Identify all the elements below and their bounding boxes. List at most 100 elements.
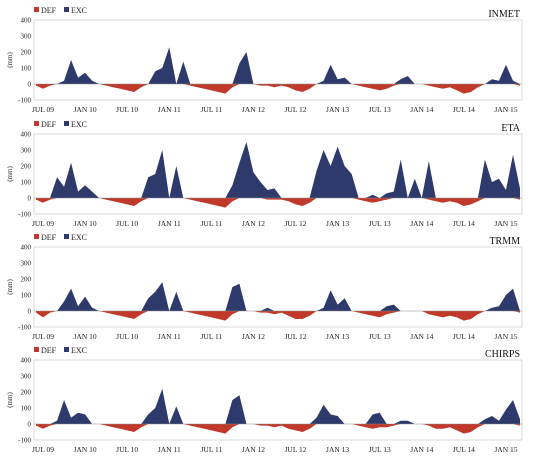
panel-title: INMET [488,9,520,20]
x-tick-label: JUL 09 [32,445,54,454]
series-area-def [36,424,520,434]
x-tick-label: JUL 14 [453,332,475,341]
x-tick-label: JUL 13 [369,219,391,228]
y-tick-label: 100 [21,65,32,73]
legend-swatch-def [34,234,39,239]
x-tick-label: JUL 10 [116,332,138,341]
series-area-def [36,311,520,321]
y-tick-label: 100 [21,179,32,187]
y-tick-label: 400 [21,244,32,252]
x-tick-label: JUL 12 [285,105,307,114]
x-tick-label: JAN 15 [494,332,517,341]
x-tick-label: JAN 11 [158,445,181,454]
x-tick-label: JAN 15 [494,445,517,454]
series-area-exc [36,47,520,84]
x-tick-label: JUL 14 [453,219,475,228]
x-tick-label: JAN 14 [410,105,433,114]
x-tick-label: JAN 13 [326,105,349,114]
legend-label-exc: EXC [71,233,87,242]
x-tick-label: JUL 09 [32,332,54,341]
y-tick-label: -100 [18,97,31,105]
series-area-exc [36,142,520,198]
y-tick-label: 400 [21,17,32,25]
legend-swatch-exc [64,121,69,126]
legend-label-def: DEF [41,120,57,129]
x-tick-label: JUL 13 [369,332,391,341]
x-tick-label: JUL 11 [200,332,222,341]
x-tick-label: JAN 12 [242,219,265,228]
panel-title: TRMM [489,236,520,247]
legend-swatch-exc [64,234,69,239]
x-tick-label: JUL 09 [32,105,54,114]
x-tick-label: JAN 13 [326,445,349,454]
x-tick-label: JAN 14 [410,445,433,454]
y-tick-label: 200 [21,163,32,171]
x-tick-label: JUL 12 [285,332,307,341]
chart-panel-trmm: DEF EXC TRMM -100 0 100 200 300 400 (mm) JUL 09 JAN… [6,233,523,341]
y-tick-label: 0 [28,81,32,89]
x-tick-label: JAN 12 [242,332,265,341]
y-tick-label: -100 [18,437,31,445]
series-area-exc [36,388,520,424]
x-tick-label: JAN 10 [74,332,97,341]
x-tick-label: JUL 11 [200,105,222,114]
chart-panel-chirps: DEF EXC CHIRPS -100 0 100 200 300 400 (mm) JUL 09 J… [6,346,523,454]
panel-title: CHIRPS [485,349,520,360]
y-tick-label: -100 [18,211,31,219]
y-tick-label: 200 [21,389,32,397]
x-tick-label: JUL 13 [369,105,391,114]
x-tick-label: JAN 14 [410,219,433,228]
legend-label-exc: EXC [71,6,87,15]
legend-label-exc: EXC [71,346,87,355]
legend-swatch-exc [64,7,69,12]
y-tick-label: 300 [21,260,32,268]
x-tick-label: JAN 13 [326,219,349,228]
x-tick-label: JAN 13 [326,332,349,341]
y-tick-label: 0 [28,195,32,203]
y-tick-label: 300 [21,147,32,155]
series-area-exc [36,282,520,311]
y-axis-label: (mm) [6,52,14,68]
legend-label-exc: EXC [71,120,87,129]
legend-label-def: DEF [41,6,57,15]
legend-swatch-exc [64,347,69,352]
y-tick-label: 0 [28,421,32,429]
x-tick-label: JUL 11 [200,219,222,228]
x-tick-label: JAN 15 [494,105,517,114]
x-tick-label: JUL 14 [453,445,475,454]
y-tick-label: -100 [18,324,31,332]
y-tick-label: 300 [21,33,32,41]
x-tick-label: JUL 10 [116,445,138,454]
y-axis-label: (mm) [6,392,14,408]
x-tick-label: JAN 11 [158,105,181,114]
x-tick-label: JAN 10 [74,105,97,114]
x-tick-label: JAN 11 [158,332,181,341]
x-tick-label: JUL 10 [116,219,138,228]
y-tick-label: 200 [21,49,32,57]
legend-swatch-def [34,347,39,352]
y-tick-label: 200 [21,276,32,284]
y-axis-label: (mm) [6,279,14,295]
x-tick-label: JAN 14 [410,332,433,341]
x-tick-label: JAN 10 [74,219,97,228]
x-tick-label: JUL 09 [32,219,54,228]
series-area-def [36,84,520,94]
y-tick-label: 0 [28,308,32,316]
x-tick-label: JUL 13 [369,445,391,454]
legend-swatch-def [34,121,39,126]
plot-frame [33,19,523,101]
x-tick-label: JAN 12 [242,105,265,114]
chart-panel-inmet: DEF EXC INMET -100 0 100 200 300 400 (mm) JUL 09 JA… [6,6,523,114]
y-tick-label: 400 [21,131,32,139]
legend-label-def: DEF [41,346,57,355]
y-tick-label: 100 [21,292,32,300]
series-area-def [36,198,520,208]
x-tick-label: JAN 11 [158,219,181,228]
x-tick-label: JAN 10 [74,445,97,454]
x-tick-label: JAN 15 [494,219,517,228]
y-tick-label: 300 [21,373,32,381]
y-axis-label: (mm) [6,166,14,182]
plot-frame [33,246,523,328]
chart-panel-eta: DEF EXC ETA -100 0 100 200 300 400 (mm) JUL 09 JAN … [6,120,523,228]
